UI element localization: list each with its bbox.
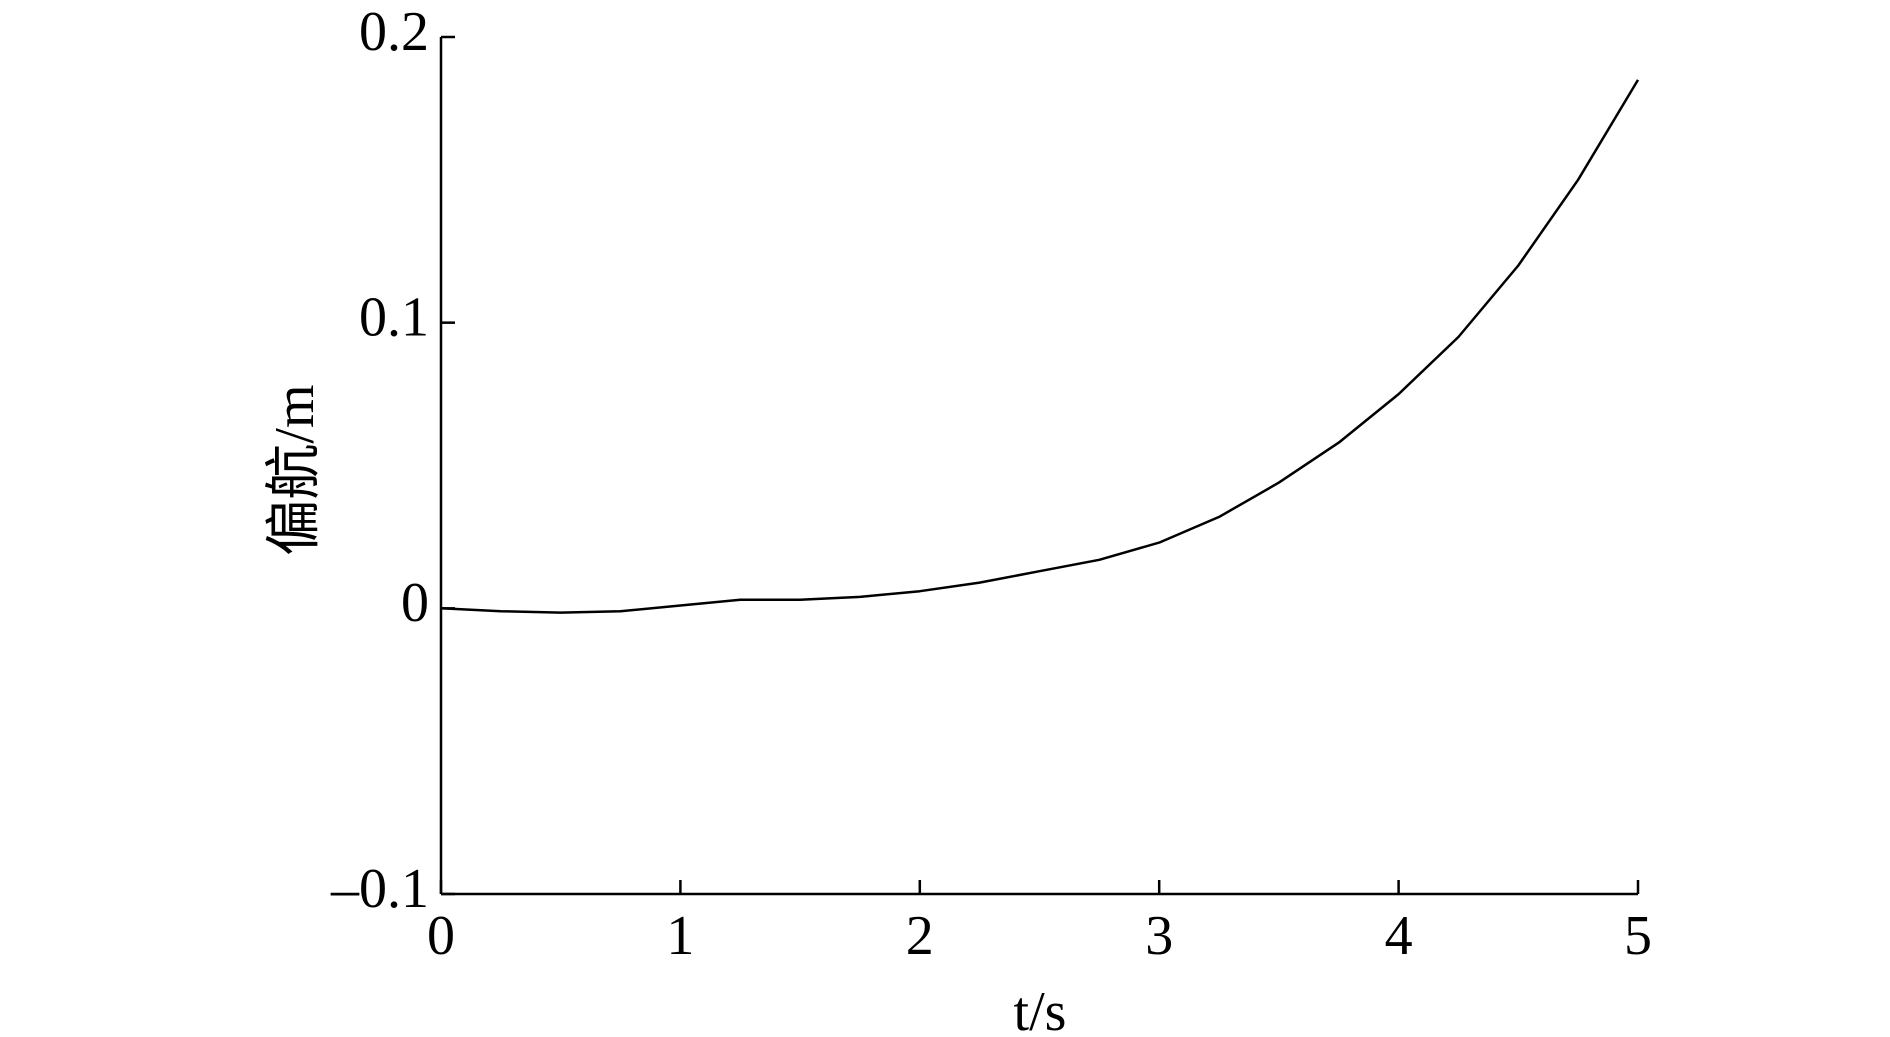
x-tick-label: 2 (906, 905, 934, 967)
x-tick-label: 0 (427, 905, 455, 967)
x-axis-label: t/s (1014, 981, 1067, 1037)
x-tick-label: 3 (1145, 905, 1173, 967)
y-tick-label: 0 (401, 572, 429, 634)
data-line (440, 79, 1640, 614)
y-tick-label: –0.1 (330, 858, 429, 920)
y-tick-label: 0.1 (359, 287, 429, 349)
x-tick-label: 4 (1385, 905, 1413, 967)
y-axis-label: 偏航/m (264, 384, 326, 555)
x-tick-label: 1 (666, 905, 694, 967)
x-tick-label: 5 (1624, 905, 1652, 967)
y-tick-label: 0.2 (359, 1, 429, 63)
